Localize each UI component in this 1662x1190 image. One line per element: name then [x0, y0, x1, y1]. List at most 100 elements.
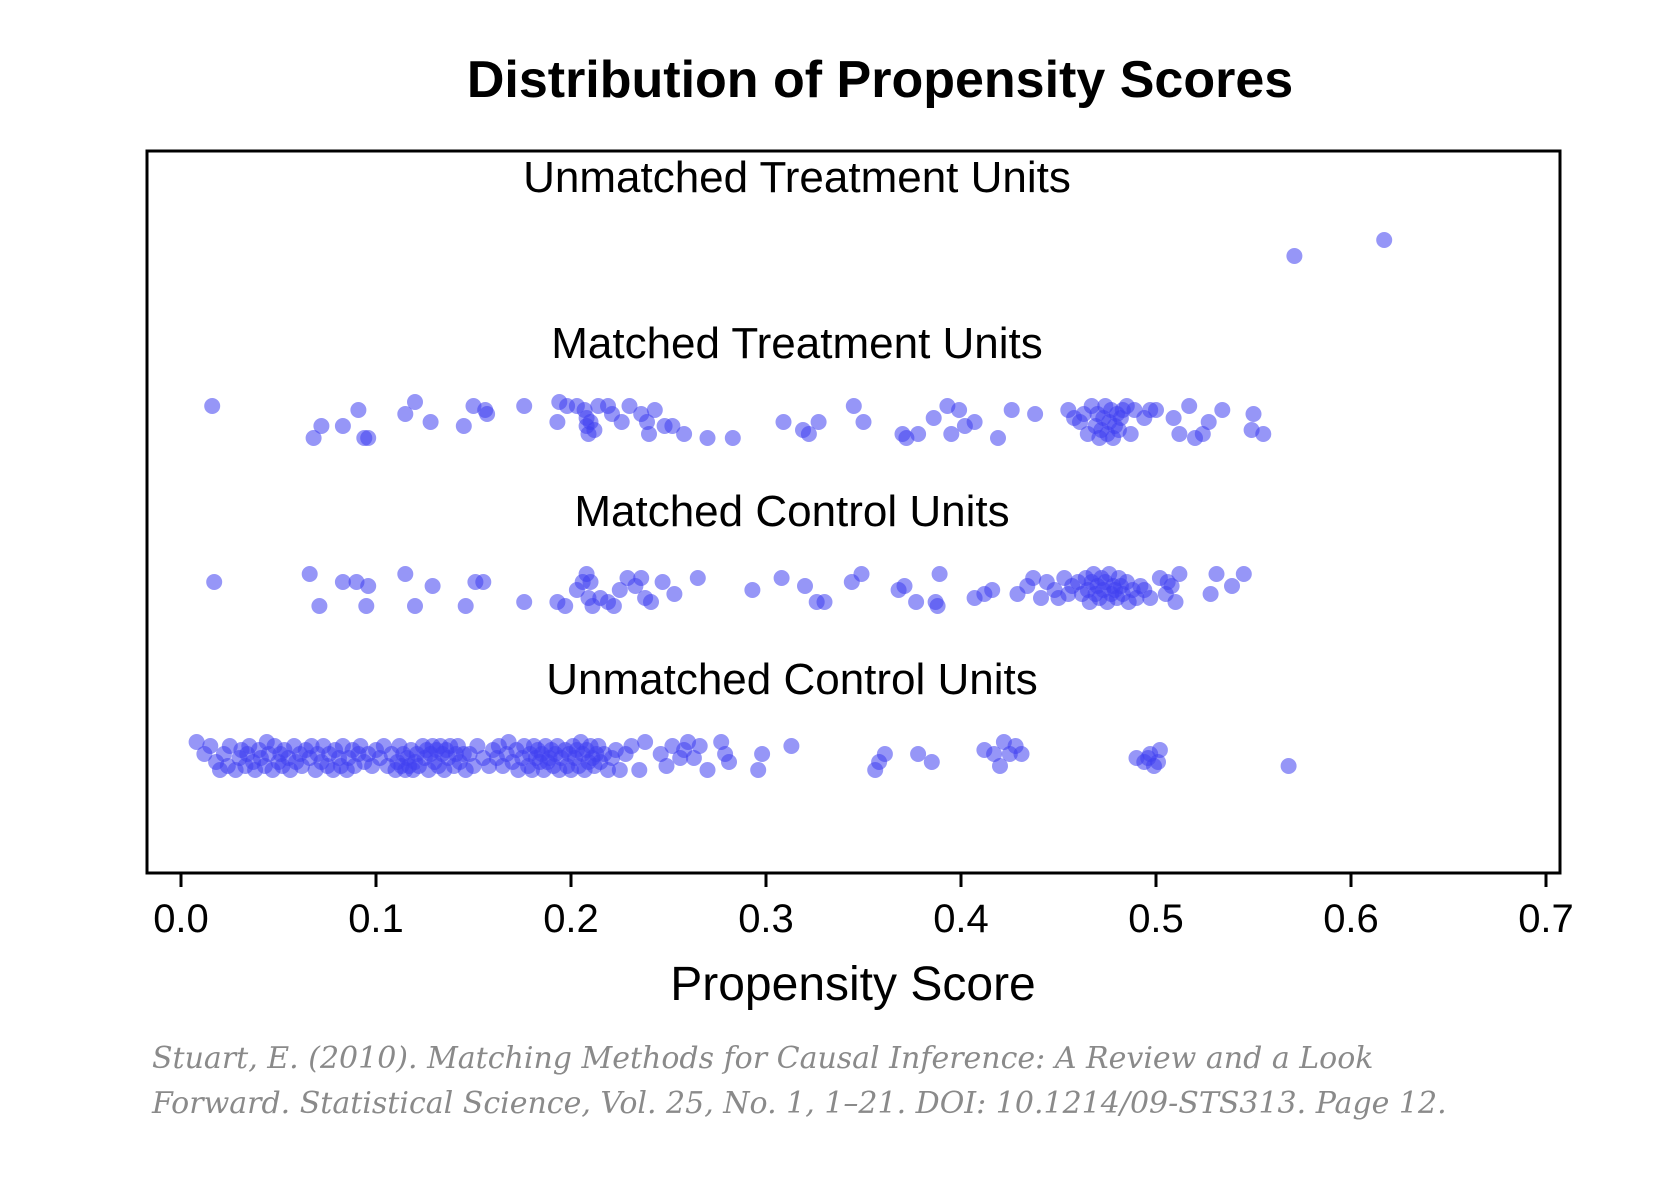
- x-tick-label: 0.2: [543, 897, 599, 941]
- data-point: [641, 426, 657, 442]
- group-label-3: Unmatched Control Units: [546, 655, 1038, 704]
- data-point: [1122, 426, 1139, 442]
- data-point: [643, 594, 659, 610]
- data-point: [855, 414, 872, 430]
- data-point: [910, 746, 927, 762]
- data-point: [810, 414, 827, 430]
- data-point: [1245, 406, 1262, 422]
- data-point: [1033, 590, 1049, 606]
- x-tick-label: 0.4: [933, 897, 989, 941]
- data-point: [407, 394, 423, 410]
- data-point: [1165, 410, 1182, 426]
- data-point: [457, 598, 474, 614]
- data-point: [1013, 746, 1030, 762]
- data-point: [334, 418, 351, 434]
- data-point: [923, 754, 940, 770]
- data-point: [845, 398, 862, 414]
- x-axis-label: Propensity Score: [670, 958, 1036, 1011]
- data-point: [1286, 248, 1303, 264]
- data-point: [311, 598, 328, 614]
- data-point: [1235, 566, 1252, 582]
- data-point: [637, 734, 654, 750]
- data-point: [699, 430, 716, 446]
- data-point: [1167, 594, 1184, 610]
- x-tick-label: 0.1: [348, 897, 404, 941]
- data-point: [334, 574, 351, 590]
- data-point: [1224, 578, 1240, 594]
- data-point: [685, 750, 702, 766]
- citation-line-2: Forward. Statistical Science, Vol. 25, N…: [152, 1086, 1447, 1121]
- data-point: [631, 762, 648, 778]
- data-point: [797, 578, 813, 594]
- data-point: [908, 594, 925, 610]
- group-labels: Unmatched Treatment Units Matched Treatme…: [523, 153, 1071, 704]
- data-point: [816, 594, 833, 610]
- data-point: [800, 426, 817, 442]
- data-point: [557, 598, 574, 614]
- data-point: [360, 578, 377, 594]
- data-point: [639, 414, 655, 430]
- data-point: [305, 430, 322, 446]
- x-tick-label: 0.0: [153, 897, 209, 941]
- group-label-2: Matched Control Units: [574, 487, 1009, 536]
- data-point: [721, 754, 737, 770]
- data-points: [188, 232, 1393, 778]
- data-point: [313, 418, 330, 434]
- data-point: [621, 398, 638, 414]
- data-point: [1150, 754, 1166, 770]
- data-point: [1214, 402, 1231, 418]
- data-point: [1142, 590, 1159, 606]
- data-point: [931, 566, 948, 582]
- data-point: [853, 566, 870, 582]
- data-point: [188, 734, 205, 750]
- data-point: [516, 398, 533, 414]
- data-point: [1003, 402, 1020, 418]
- data-point: [360, 430, 377, 446]
- data-point: [549, 414, 566, 430]
- data-point: [925, 410, 942, 426]
- data-point: [754, 746, 771, 762]
- group-label-0: Unmatched Treatment Units: [523, 153, 1071, 202]
- data-point: [666, 586, 683, 602]
- data-point: [876, 746, 893, 762]
- data-point: [1280, 758, 1297, 774]
- data-point: [783, 738, 800, 754]
- citation: Stuart, E. (2010). Matching Methods for …: [152, 1036, 1612, 1126]
- data-point: [1181, 398, 1198, 414]
- data-point: [750, 762, 767, 778]
- data-point: [990, 430, 1006, 446]
- data-point: [397, 566, 414, 582]
- x-tick-label: 0.6: [1323, 897, 1379, 941]
- data-point: [586, 422, 603, 438]
- data-point: [652, 746, 669, 762]
- data-point: [1163, 578, 1180, 594]
- x-tick-label: 0.5: [1128, 897, 1184, 941]
- data-point: [301, 566, 318, 582]
- x-axis: 0.0 0.1 0.2 0.3 0.4 0.5 0.6 0.7: [153, 871, 1574, 941]
- data-point: [397, 406, 414, 422]
- data-point: [1027, 406, 1044, 422]
- data-point: [1171, 566, 1188, 582]
- data-point: [984, 582, 1001, 598]
- citation-line-1: Stuart, E. (2010). Matching Methods for …: [152, 1041, 1374, 1076]
- data-point: [605, 598, 622, 614]
- data-point: [676, 426, 693, 442]
- data-point: [689, 570, 706, 586]
- chart-title: Distribution of Propensity Scores: [467, 51, 1293, 109]
- data-point: [699, 762, 716, 778]
- data-point: [986, 746, 1003, 762]
- data-point: [910, 426, 927, 442]
- data-point: [1255, 426, 1272, 442]
- data-point: [358, 598, 375, 614]
- data-point: [1171, 426, 1188, 442]
- data-point: [479, 406, 496, 422]
- data-point: [350, 402, 367, 418]
- data-point: [773, 570, 790, 586]
- data-point: [469, 738, 486, 754]
- data-point: [1194, 426, 1211, 442]
- data-point: [424, 578, 441, 594]
- data-point: [966, 414, 983, 430]
- data-point: [407, 598, 423, 614]
- data-point: [992, 758, 1008, 774]
- data-point: [691, 738, 708, 754]
